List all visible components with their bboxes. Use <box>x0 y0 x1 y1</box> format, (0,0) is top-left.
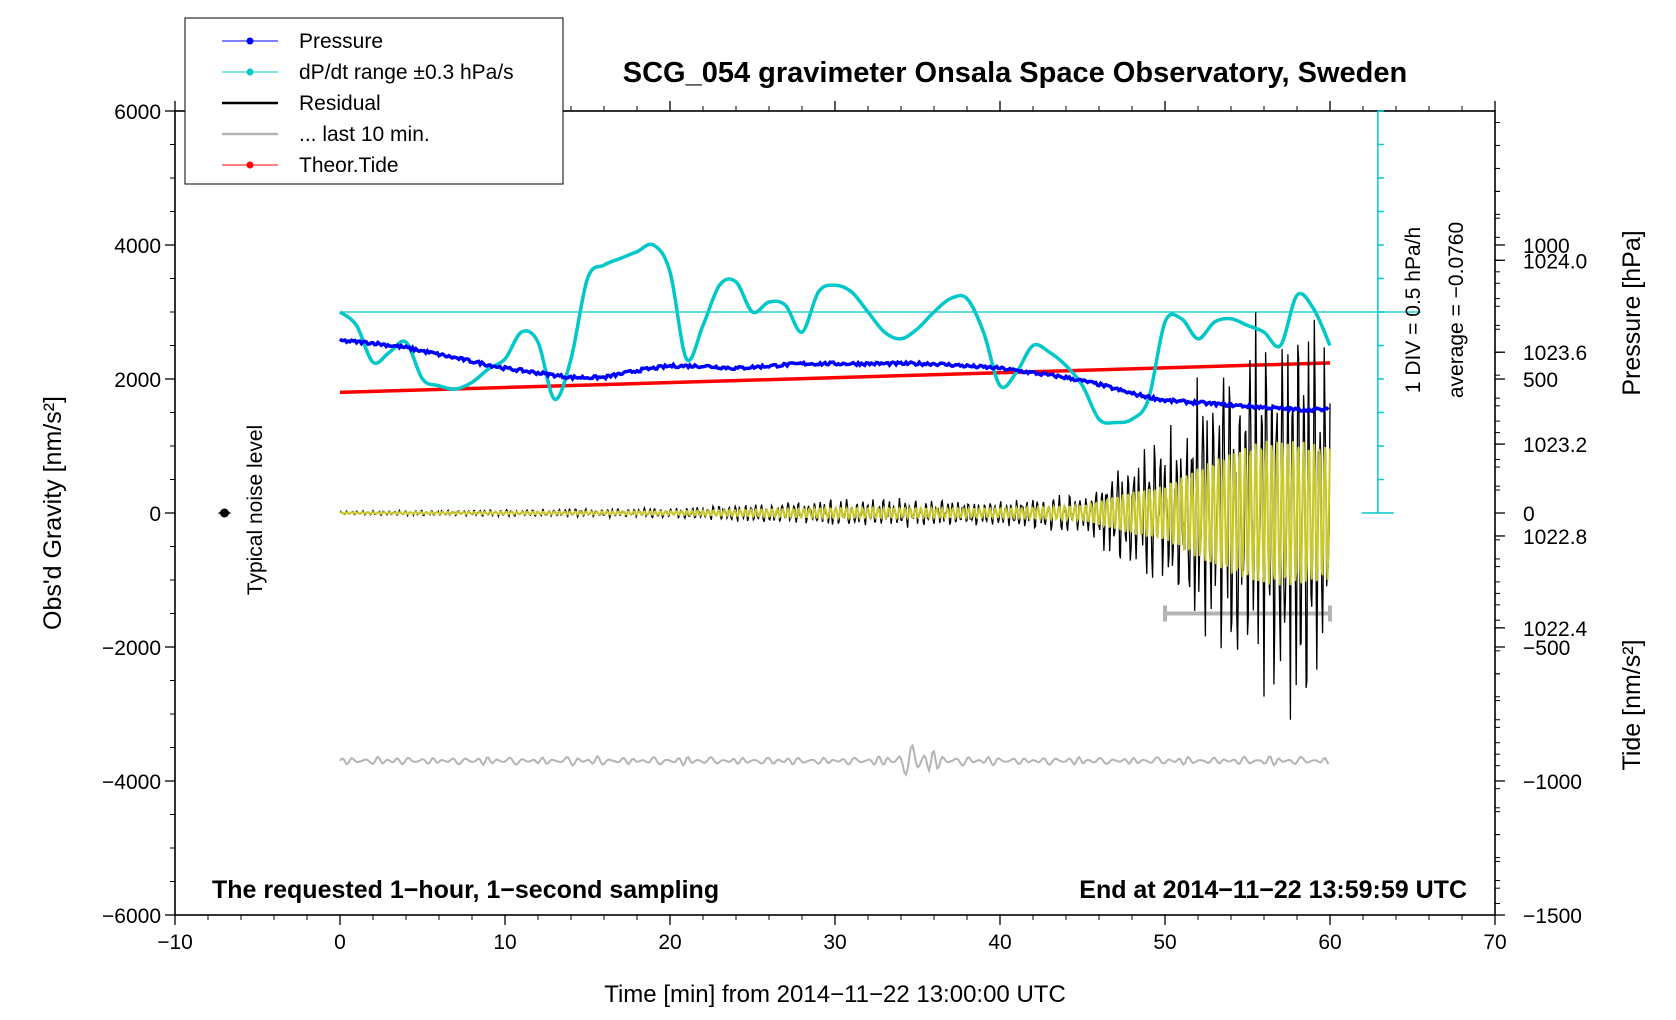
y-axis-left-label: Obs'd Gravity [nm/s²] <box>39 396 67 630</box>
x-tick-label: 40 <box>988 931 1011 954</box>
pressure-tick-label: 1022.8 <box>1523 526 1587 549</box>
pressure-tick-label: 1024.0 <box>1523 250 1587 273</box>
pressure-tick-label: 1023.6 <box>1523 342 1587 365</box>
pressure-axis-ticks: 1022.4 1022.8 1023.2 1023.6 1024.0 <box>1495 121 1588 905</box>
pressure-axis-label: Pressure [hPa] <box>1618 230 1646 395</box>
dpdt-series-line <box>338 242 1332 425</box>
legend-label-tide: Theor.Tide <box>299 154 399 177</box>
x-tick-label: −10 <box>157 931 193 954</box>
pressure-tick-label: 1022.4 <box>1523 618 1588 641</box>
tide-axis-ticks: −1500 −1000 −500 0 500 1000 <box>1495 190 1582 928</box>
last10-series-line <box>339 743 1330 777</box>
legend-item-pressure: Pressure <box>222 30 383 53</box>
legend-item-tide: Theor.Tide <box>222 154 399 177</box>
pressure-series-line <box>338 337 1330 414</box>
tide-tick-label: −1500 <box>1523 905 1582 928</box>
x-tick-label: 70 <box>1483 931 1506 954</box>
residual-filtered-line <box>339 440 1331 586</box>
x-tick-label: 50 <box>1153 931 1176 954</box>
end-time-note: End at 2014−11−22 13:59:59 UTC <box>1079 876 1467 904</box>
legend-box <box>184 17 564 185</box>
x-tick-label: 30 <box>823 931 846 954</box>
y-tick-label: −2000 <box>102 637 161 660</box>
chart-title: SCG_054 gravimeter Onsala Space Observat… <box>623 57 1407 89</box>
y-axis-left-ticks: −6000 −4000 −2000 0 2000 4000 6000 <box>102 101 175 928</box>
tide-tick-label: −1000 <box>1523 771 1582 794</box>
legend-label-last10: ... last 10 min. <box>299 123 430 146</box>
y-tick-label: −4000 <box>102 771 161 794</box>
legend-item-residual: Residual <box>222 92 381 115</box>
x-tick-label: 0 <box>334 931 346 954</box>
legend-item-dpdt: dP/dt range ±0.3 hPa/s <box>222 61 514 84</box>
series-layer <box>218 242 1421 777</box>
legend-item-last10: ... last 10 min. <box>222 123 430 146</box>
legend-label-residual: Residual <box>299 92 381 115</box>
x-axis-ticks: −10 0 10 20 30 40 50 60 70 <box>157 101 1507 954</box>
tide-tick-label: 0 <box>1523 503 1535 526</box>
y-tick-label: 6000 <box>114 101 161 124</box>
x-tick-label: 60 <box>1318 931 1341 954</box>
noise-level-label: Typical noise level <box>244 425 267 595</box>
y-tick-label: 4000 <box>114 235 161 258</box>
y-tick-label: 2000 <box>114 369 161 392</box>
x-tick-label: 20 <box>658 931 681 954</box>
scale-label-divisions: 1 DIV = 0.5 hPa/h <box>1402 227 1425 393</box>
scale-label-average: average = −0.0760 <box>1445 222 1468 398</box>
tide-tick-label: 500 <box>1523 369 1558 392</box>
legend-label-dpdt: dP/dt range ±0.3 hPa/s <box>299 61 514 84</box>
tide-tick-label: −500 <box>1523 637 1570 660</box>
x-axis-label: Time [min] from 2014−11−22 13:00:00 UTC <box>604 981 1066 1008</box>
y-tick-label: −6000 <box>102 905 161 928</box>
y-tick-label: 0 <box>149 503 161 526</box>
tide-tick-label: 1000 <box>1523 235 1570 258</box>
tide-series-line <box>339 361 1331 395</box>
x-tick-label: 10 <box>493 931 516 954</box>
tide-axis-label: Tide [nm/s²] <box>1618 639 1646 770</box>
noise-level-marker <box>220 508 229 518</box>
sampling-note: The requested 1−hour, 1−second sampling <box>212 876 719 904</box>
pressure-tick-label: 1023.2 <box>1523 434 1587 457</box>
legend: Pressure dP/dt range ±0.3 hPa/s Residual… <box>184 17 564 185</box>
legend-label-pressure: Pressure <box>299 30 383 53</box>
